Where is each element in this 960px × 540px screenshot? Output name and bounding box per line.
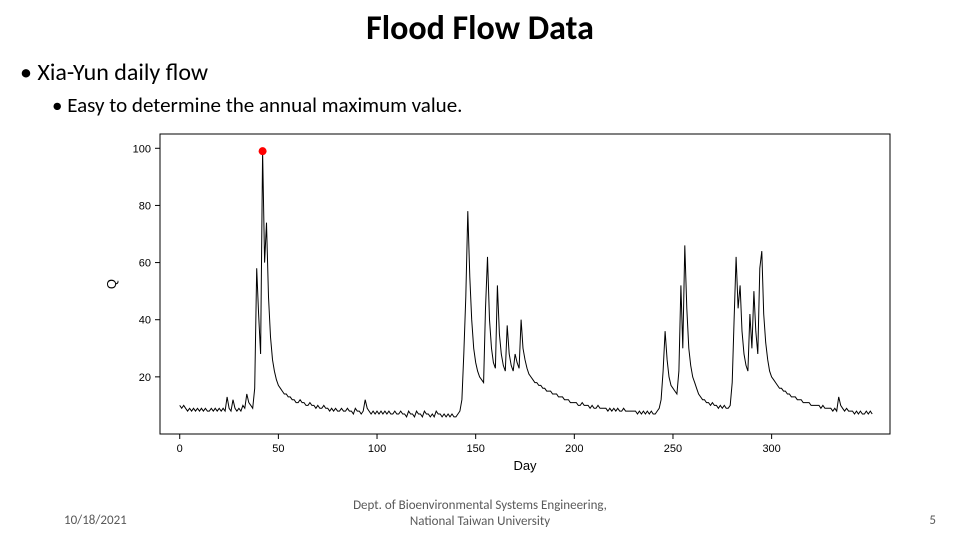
- svg-text:300: 300: [762, 443, 780, 455]
- svg-text:50: 50: [272, 443, 284, 455]
- bullet-1-text: Xia-Yun daily flow: [37, 58, 208, 87]
- svg-text:150: 150: [466, 443, 484, 455]
- svg-text:60: 60: [139, 258, 151, 270]
- bullet-2-text: Easy to determine the annual maximum val…: [67, 92, 462, 118]
- svg-text:20: 20: [139, 372, 151, 384]
- svg-text:250: 250: [664, 443, 682, 455]
- footer-dept-line2: National Taiwan University: [410, 514, 550, 529]
- flow-chart: 20 40 60 80 100 0 50 100 150 200 250 300 Day Q: [80, 124, 910, 484]
- svg-text:Q: Q: [104, 279, 119, 289]
- footer-page-number: 5: [929, 513, 936, 528]
- svg-text:Day: Day: [513, 458, 537, 473]
- bullet-level-2: • Easy to determine the annual maximum v…: [52, 92, 462, 118]
- footer-dept-line1: Dept. of Bioenvironmental Systems Engine…: [353, 498, 607, 513]
- svg-text:100: 100: [368, 443, 386, 455]
- svg-text:40: 40: [139, 315, 151, 327]
- slide-title: Flood Flow Data: [0, 8, 960, 49]
- svg-text:80: 80: [139, 200, 151, 212]
- svg-text:200: 200: [565, 443, 583, 455]
- bullet-level-1: • Xia-Yun daily flow: [20, 58, 208, 87]
- chart-svg: 20 40 60 80 100 0 50 100 150 200 250 300 Day Q: [80, 124, 910, 484]
- footer-dept: Dept. of Bioenvironmental Systems Engine…: [0, 498, 960, 531]
- svg-text:0: 0: [177, 443, 183, 455]
- svg-text:100: 100: [133, 143, 151, 155]
